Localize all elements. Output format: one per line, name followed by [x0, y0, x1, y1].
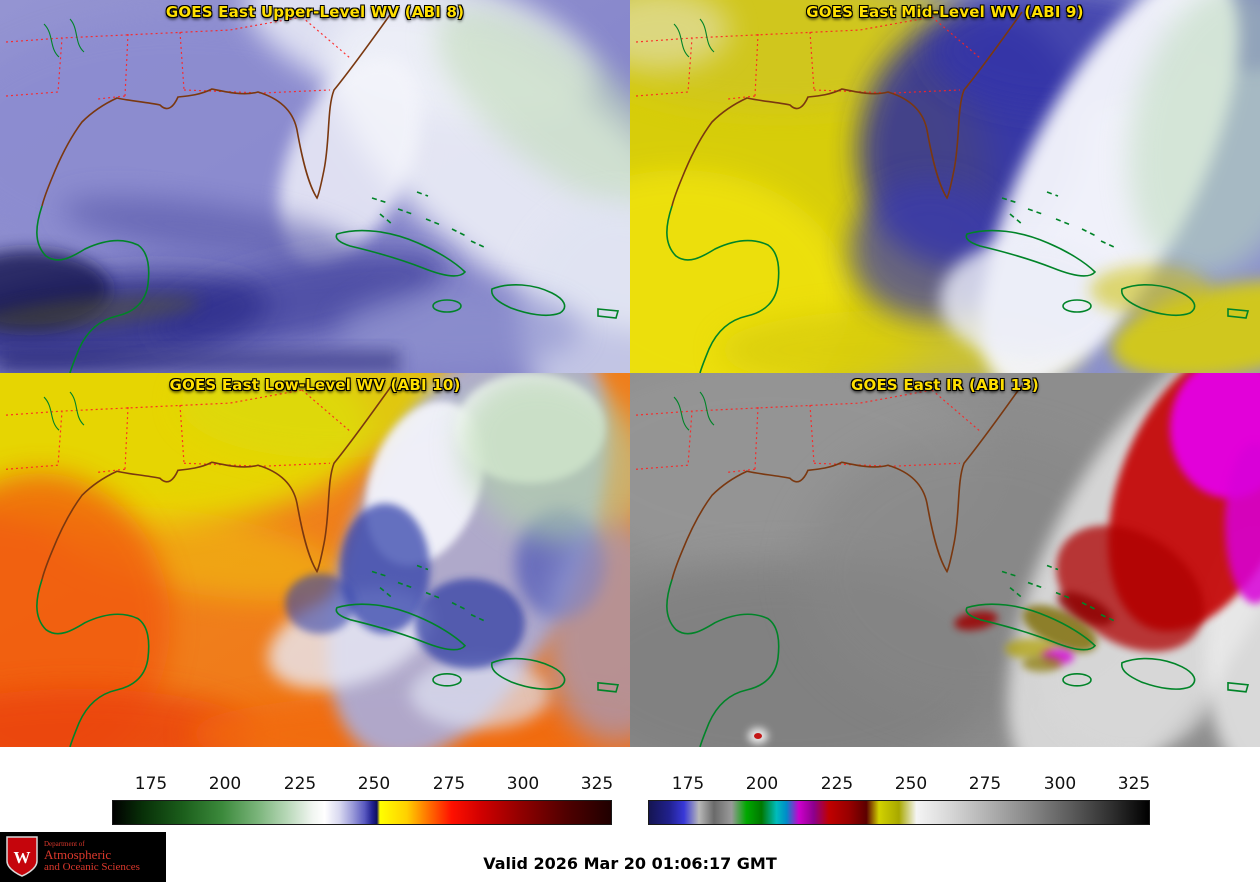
wv-colorbar-tick-label: 225	[283, 774, 317, 794]
panel-title-low-wv: GOES East Low-Level WV (ABI 10)	[169, 376, 461, 394]
panel-low-wv: GOES East Low-Level WV (ABI 10)	[0, 373, 630, 747]
panel-title-ir: GOES East IR (ABI 13)	[850, 376, 1039, 394]
ir-colorbar	[648, 800, 1150, 825]
ir-colorbar-tick-label: 325	[1117, 774, 1151, 794]
valid-time-text: Valid 2026 Mar 20 01:06:17 GMT	[483, 854, 777, 873]
panel-ir: GOES East IR (ABI 13)	[630, 373, 1260, 747]
satellite-image-low-wv	[0, 373, 630, 747]
logo-text: Department of Atmospheric and Oceanic Sc…	[44, 839, 140, 874]
crest-letter: W	[14, 848, 31, 867]
wv-colorbar-tick-label: 200	[208, 774, 242, 794]
wv-colorbar-tick-label: 175	[134, 774, 168, 794]
logo-line-atmospheric: Atmospheric	[44, 847, 112, 863]
ir-colorbar-tick-label: 275	[968, 774, 1002, 794]
panel-upper-wv: GOES East Upper-Level WV (ABI 8)	[0, 0, 630, 373]
wv-colorbar-tick-label: 325	[580, 774, 614, 794]
ir-colorbar-tick-label: 175	[671, 774, 705, 794]
footer: 175 200 225 250 275 300 325 175 200 225 …	[0, 747, 1260, 882]
ir-colorbar-tick-label: 250	[894, 774, 928, 794]
logo-line-department: Department of	[44, 839, 85, 848]
ir-colorbar-tick-label: 300	[1043, 774, 1077, 794]
uw-aos-logo: W Department of Atmospheric and Oceanic …	[0, 832, 166, 882]
satellite-image-upper-wv	[0, 0, 630, 373]
ir-colorbar-tick-label: 200	[745, 774, 779, 794]
satellite-image-mid-wv	[630, 0, 1260, 373]
panel-mid-wv: GOES East Mid-Level WV (ABI 9)	[630, 0, 1260, 373]
satellite-image-ir	[630, 373, 1260, 747]
wv-colorbar-tick-label: 250	[357, 774, 391, 794]
uw-crest-icon: W	[6, 836, 38, 877]
panel-grid: GOES East Upper-Level WV (ABI 8)	[0, 0, 1260, 747]
panel-title-upper-wv: GOES East Upper-Level WV (ABI 8)	[165, 3, 465, 21]
wv-colorbar	[112, 800, 612, 825]
wv-colorbar-tick-label: 300	[506, 774, 540, 794]
ir-colorbar-tick-label: 225	[820, 774, 854, 794]
wv-colorbar-tick-label: 275	[432, 774, 466, 794]
panel-title-mid-wv: GOES East Mid-Level WV (ABI 9)	[806, 3, 1084, 21]
logo-line-oceanic: and Oceanic Sciences	[44, 860, 140, 873]
